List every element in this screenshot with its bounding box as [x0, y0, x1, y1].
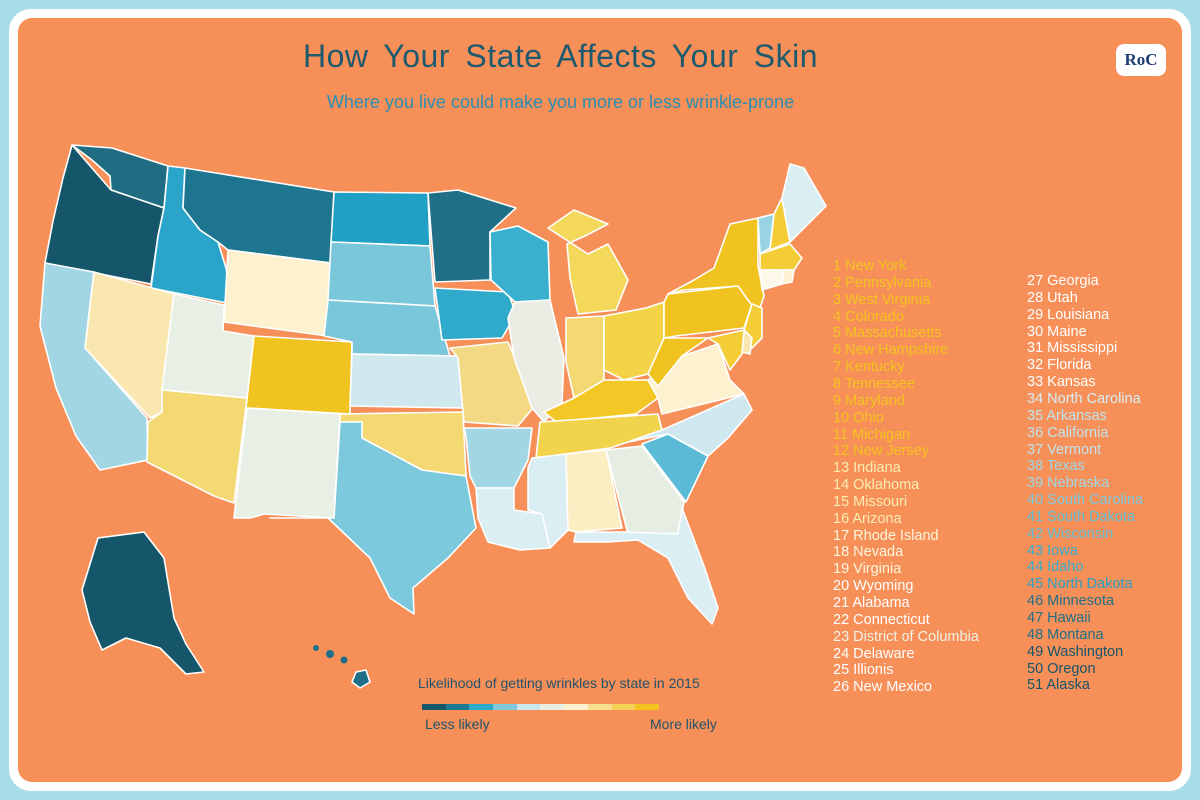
- ranking-item: 16 Arizona: [833, 510, 902, 527]
- ranking-item: 25 Illionis: [833, 662, 894, 679]
- legend-swatch: [445, 704, 470, 710]
- ranking-item: 27 Georgia: [1027, 273, 1099, 289]
- state-MI: [547, 209, 629, 315]
- state-NC: [627, 393, 753, 457]
- state-PA: [663, 285, 753, 339]
- ranking-item: 33 Kansas: [1027, 374, 1096, 391]
- state-MA: [759, 243, 803, 271]
- state-CT: [759, 269, 785, 291]
- ranking-item: 43 Iowa: [1027, 542, 1078, 559]
- state-MD: [707, 329, 745, 371]
- ranking-item: 13 Indiana: [833, 460, 901, 477]
- state-TX: [269, 421, 477, 615]
- state-FL: [573, 507, 719, 625]
- ranking-item: 47 Hawaii: [1027, 610, 1091, 626]
- state-CO: [245, 335, 353, 415]
- ranking-item: 39 Nebraska: [1027, 475, 1110, 492]
- ranking-item: 15 Missouri: [833, 493, 908, 510]
- ranking-item: 32 Florida: [1027, 357, 1092, 374]
- ranking-item: 23 District of Columbia: [833, 628, 979, 645]
- ranking-item: 10 Ohio: [833, 409, 884, 426]
- legend-swatch: [540, 704, 565, 710]
- ranking-item: 4 Colorado: [833, 308, 904, 325]
- ranking-item: 18 Nevada: [833, 544, 904, 561]
- ranking-item: 46 Minnesota: [1027, 593, 1115, 610]
- ranking-item: 22 Connecticut: [833, 611, 930, 628]
- ranking-item: 36 California: [1027, 424, 1109, 441]
- legend-color-scale: [422, 704, 659, 710]
- legend-swatch: [587, 704, 612, 710]
- state-VA: [647, 343, 745, 415]
- state-AR: [463, 427, 533, 489]
- ranking-item: 9 Maryland: [833, 392, 905, 409]
- state-HI-island-1: [313, 645, 319, 651]
- legend-swatch: [635, 704, 659, 710]
- legend-swatch: [422, 704, 446, 710]
- ranking-item: 21 Alabama: [833, 595, 910, 611]
- state-AZ: [146, 389, 248, 504]
- ranking-item: 37 Vermont: [1027, 441, 1102, 458]
- ranking-item: 48 Montana: [1027, 626, 1104, 643]
- ranking-item: 14 Oklahoma: [833, 477, 920, 494]
- ranking-item: 30 Maine: [1027, 323, 1087, 340]
- us-map: [39, 144, 827, 689]
- ranking-item: 3 West Virginia: [833, 291, 930, 308]
- ranking-item: 45 North Dakota: [1027, 576, 1133, 593]
- state-NY: [667, 217, 765, 315]
- ranking-item: 8 Tennessee: [833, 375, 915, 392]
- state-WI: [489, 225, 551, 303]
- ranking-item: 28 Utah: [1027, 289, 1078, 306]
- ranking-item: 5 Massachusetts: [833, 325, 942, 342]
- ranking-item: 42 Wisconsin: [1027, 525, 1114, 542]
- roc-logo: RoC: [1116, 44, 1166, 76]
- ranking-item: 7 Kentucky: [833, 359, 905, 376]
- ranking-item: 29 Louisiana: [1027, 306, 1110, 323]
- state-NM: [233, 407, 341, 519]
- ranking-item: 51 Alaska: [1027, 677, 1090, 694]
- ranking-item: 26 New Mexico: [833, 679, 933, 696]
- ranking-item: 35 Arkansas: [1027, 407, 1107, 424]
- state-AK: [81, 531, 205, 675]
- page-title: How Your State Affects Your Skin: [302, 38, 819, 74]
- ranking-item: 20 Wyoming: [833, 578, 914, 595]
- state-AL: [565, 449, 623, 533]
- state-KS: [349, 353, 464, 409]
- ranking-item: 31 Mississippi: [1027, 340, 1118, 357]
- state-ME: [781, 163, 827, 243]
- state-HI: [351, 669, 371, 689]
- ranking-item: 1 New York: [833, 258, 907, 274]
- ranking-item: 50 Oregon: [1027, 660, 1096, 677]
- legend-swatch: [516, 704, 541, 710]
- legend-swatch: [564, 704, 588, 710]
- infographic-panel: How Your State Affects Your Skin Where y…: [18, 18, 1182, 782]
- ranking-item: 19 Virginia: [833, 561, 902, 578]
- legend-swatch: [611, 704, 636, 710]
- ranking-item: 24 Delaware: [833, 645, 915, 662]
- legend-title: Likelihood of getting wrinkles by state …: [418, 675, 700, 691]
- ranking-item: 41 South Dakota: [1027, 508, 1136, 525]
- ranking-item: 2 Pennsylvania: [833, 274, 932, 291]
- ranking-item: 11 Michigan: [833, 426, 911, 443]
- state-SD: [327, 241, 436, 307]
- legend-more-label: More likely: [650, 716, 717, 732]
- ranking-item: 44 Idaho: [1027, 559, 1084, 576]
- state-WY: [223, 249, 332, 337]
- state-HI-island-3: [340, 656, 348, 664]
- state-RI: [781, 269, 795, 285]
- ranking-item: 38 Texas: [1027, 458, 1085, 475]
- legend-swatch: [469, 704, 494, 710]
- ranking-item: 12 New Jersey: [833, 443, 929, 460]
- state-NV: [84, 271, 175, 419]
- legend-less-label: Less likely: [425, 716, 490, 732]
- ranking-item: 49 Washington: [1027, 643, 1124, 660]
- ranking-item: 40 South Carolina: [1027, 492, 1144, 509]
- ranking-item: 34 North Carolina: [1027, 390, 1141, 407]
- ranking-item: 17 Rhode Island: [833, 527, 939, 544]
- state-HI-island-2: [326, 650, 334, 658]
- ranking-item: 6 New Hampshire: [833, 342, 949, 359]
- state-ND: [330, 191, 431, 247]
- page-subtitle: Where you live could make you more or le…: [326, 92, 795, 112]
- legend-swatch: [493, 704, 517, 710]
- state-IA: [434, 287, 517, 341]
